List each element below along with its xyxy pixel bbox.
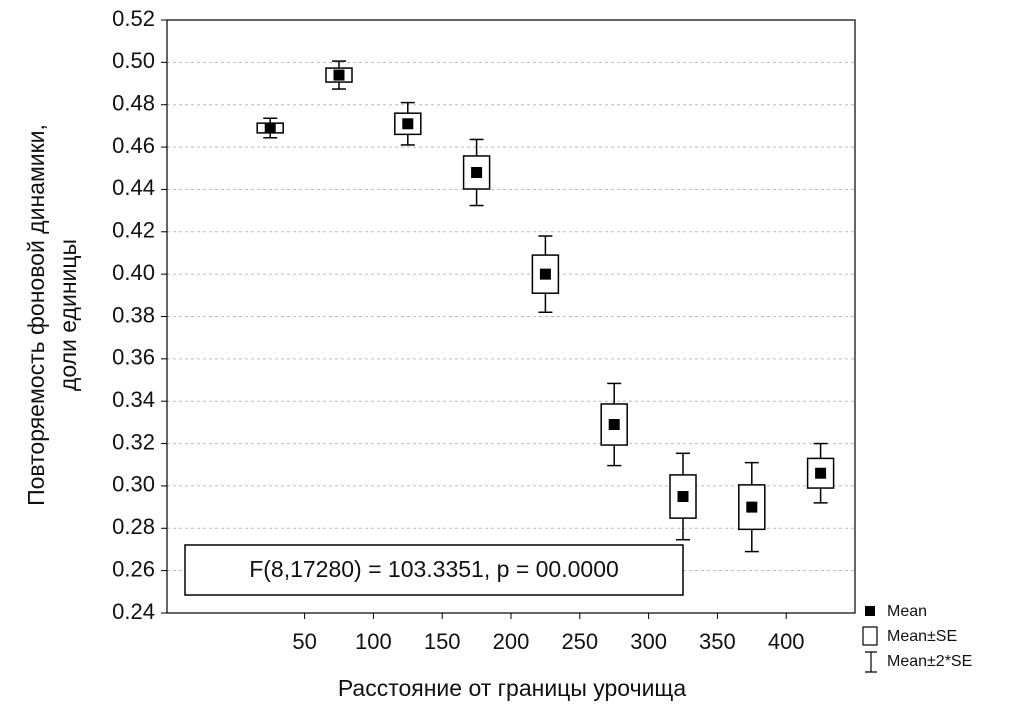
y-tick-label: 0.36 [112, 345, 155, 370]
mean-marker [746, 501, 758, 513]
y-tick-label: 0.44 [112, 175, 155, 200]
x-tick-label: 150 [424, 629, 461, 654]
x-tick-label: 200 [493, 629, 530, 654]
legend-2se-icon [865, 651, 877, 673]
x-tick-label: 350 [699, 629, 736, 654]
x-tick-label: 400 [768, 629, 805, 654]
se-box [669, 474, 697, 519]
annotation: F(8,17280) = 103.3351, p = 00.0000 [249, 556, 619, 582]
y-tick-label: 0.28 [112, 514, 155, 539]
y-tick-label: 0.52 [112, 6, 155, 31]
legend-label: Mean±SE [887, 628, 957, 645]
y-tick-label: 0.42 [112, 218, 155, 243]
x-tick-label: 50 [292, 629, 316, 654]
legend-label: Mean [887, 603, 927, 620]
y-axis-label: доли единицы [55, 239, 81, 391]
legend-se-icon [862, 626, 878, 646]
mean-marker [333, 69, 345, 81]
y-tick-label: 0.40 [112, 260, 155, 285]
mean-marker [608, 419, 620, 431]
legend-mean-icon [865, 606, 875, 616]
y-tick-label: 0.30 [112, 472, 155, 497]
x-axis-label: Расстояние от границы урочища [338, 675, 687, 701]
mean-marker [264, 122, 276, 134]
y-tick-label: 0.46 [112, 133, 155, 158]
y-tick-label: 0.48 [112, 91, 155, 116]
plot-frame [166, 19, 856, 614]
y-tick-label: 0.38 [112, 302, 155, 327]
mean-marker [815, 467, 827, 479]
y-tick-label: 0.50 [112, 48, 155, 73]
legend-label: Mean±2*SE [887, 653, 972, 670]
x-tick-label: 250 [561, 629, 598, 654]
annotation-box [184, 544, 684, 596]
x-tick-label: 300 [630, 629, 667, 654]
y-tick-label: 0.34 [112, 387, 155, 412]
y-tick-label: 0.26 [112, 556, 155, 581]
mean-marker [402, 118, 414, 130]
x-tick-label: 100 [355, 629, 392, 654]
mean-marker [539, 268, 551, 280]
y-axis-label: Повторяемость фоновой динамики, [23, 124, 49, 506]
mean-marker [677, 491, 689, 503]
mean-marker [471, 166, 483, 178]
y-tick-label: 0.24 [112, 599, 155, 624]
y-tick-label: 0.32 [112, 429, 155, 454]
